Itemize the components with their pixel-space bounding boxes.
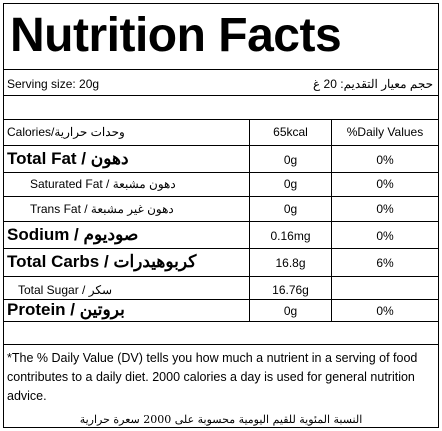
nutrient-dv: 0% — [376, 229, 394, 243]
daily-value-footnote-ar: النسبة المئوية للقيم اليومية محسوبة على … — [79, 413, 363, 426]
divider — [4, 95, 438, 96]
table-row-border — [4, 321, 438, 322]
column-divider — [249, 119, 250, 321]
calories-label: Calories/وحدات حرارية — [7, 125, 125, 139]
nutrient-dv: 6% — [376, 256, 394, 270]
table-row-border — [4, 276, 438, 277]
nutrient-label-total-carbs: Total Carbs / كربوهيدرات — [7, 252, 197, 271]
label-title: Nutrition Facts — [10, 9, 342, 62]
table-row-border — [4, 221, 438, 222]
nutrient-amount: 0.16mg — [270, 229, 311, 243]
nutrient-label-total-fat: Total Fat / دهون — [7, 149, 129, 168]
table-row-border — [4, 145, 438, 146]
daily-value-footnote: *The % Daily Value (DV) tells you how mu… — [7, 351, 418, 403]
nutrient-amount: 0g — [283, 177, 298, 191]
daily-values-header: %Daily Values — [346, 125, 424, 139]
nutrient-label-sodium: Sodium / صوديوم — [7, 225, 139, 244]
nutrient-amount: 0g — [283, 153, 298, 167]
serving-size-en: Serving size: 20g — [7, 77, 100, 91]
nutrient-amount: 0g — [283, 304, 298, 318]
nutrition-label: Nutrition Facts Serving size: 20g حجم مع… — [3, 3, 439, 428]
nutrient-dv: 0% — [376, 202, 394, 216]
column-divider — [331, 119, 332, 321]
nutrient-dv: 0% — [376, 304, 394, 318]
nutrient-label-total-sugar: Total Sugar / سكر — [18, 283, 113, 297]
table-row-border — [4, 196, 438, 197]
table-top-border — [4, 119, 438, 120]
table-row-border — [4, 248, 438, 249]
table-row-border — [4, 172, 438, 173]
divider — [4, 69, 438, 70]
nutrient-amount: 0g — [283, 202, 298, 216]
serving-size-ar: حجم معيار التقديم: 20 غ — [313, 77, 433, 91]
calories-amount: 65kcal — [273, 125, 308, 139]
nutrient-amount: 16.8g — [275, 256, 306, 270]
table-bottom-border — [4, 344, 438, 345]
nutrient-label-trans-fat: Trans Fat / دهون غير مشبعة — [30, 202, 174, 216]
nutrient-dv: 0% — [376, 153, 394, 167]
nutrient-dv: 0% — [376, 177, 394, 191]
nutrient-label-protein: Protein / بروتين — [7, 300, 125, 319]
nutrient-label-saturated-fat: Saturated Fat / دهون مشبعة — [30, 177, 176, 191]
table-row-border — [4, 299, 438, 300]
nutrient-amount: 16.76g — [272, 283, 309, 297]
